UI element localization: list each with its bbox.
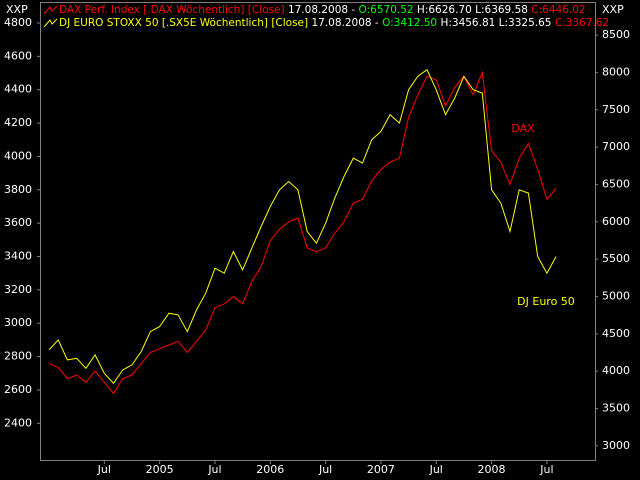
x-tick-label: 2005	[146, 463, 174, 476]
y-tick-label: 4000	[4, 149, 32, 162]
y-tick-label: 3400	[4, 250, 32, 263]
legend-low: L:6369.58	[475, 4, 528, 16]
y-tick-label: 2600	[4, 383, 32, 396]
y2-tick-label: 7500	[602, 103, 630, 116]
legend-name: DJ EURO STOXX 50 [.SX5E Wöchentlich] [Cl…	[59, 17, 308, 29]
legend-close: C:6446.02	[531, 4, 585, 16]
legend-close: C:3367.62	[555, 17, 609, 29]
x-tick-label: Jul	[318, 463, 332, 476]
y-tick-label: 4600	[4, 49, 32, 62]
y-tick-label: 2800	[4, 350, 32, 363]
series-line	[48, 70, 557, 395]
y2-tick-label: 3500	[602, 401, 630, 414]
y2-tick-label: 4500	[602, 327, 630, 340]
y2-tick-label: 5000	[602, 289, 630, 302]
series-annotation: DAX	[511, 122, 535, 135]
legend-low: L:3325.65	[499, 17, 552, 29]
plot-frame	[40, 2, 596, 461]
y2-tick-label: 7000	[602, 140, 630, 153]
x-tick-label: Jul	[97, 463, 111, 476]
legend-high: H:6626.70	[417, 4, 472, 16]
y-tick-label: 4200	[4, 116, 32, 129]
y-tick-label: 2400	[4, 416, 32, 429]
legend-icon	[43, 5, 58, 15]
y-tick-label: 3800	[4, 183, 32, 196]
series-line	[48, 68, 557, 385]
y-tick-label: 3000	[4, 316, 32, 329]
legend-name: DAX Perf. Index [.DAX Wöchentlich] [Clos…	[59, 4, 285, 16]
y-tick-label: 4800	[4, 16, 32, 29]
y2-tick-label: 6500	[602, 177, 630, 190]
x-tick-label: Jul	[207, 463, 221, 476]
y2-tick-label: 4000	[602, 364, 630, 377]
x-tick-label: Jul	[539, 463, 553, 476]
y-tick-label: 3200	[4, 283, 32, 296]
x-tick-label: Jul	[429, 463, 443, 476]
y2-tick-label: 6000	[602, 215, 630, 228]
legend-icon	[43, 18, 58, 28]
x-tick-label: 2007	[367, 463, 395, 476]
y-unit: XXP	[6, 3, 28, 16]
x-tick-label: 2008	[478, 463, 506, 476]
y-tick-label: 4400	[4, 83, 32, 96]
legend-text: DAX Perf. Index [.DAX Wöchentlich] [Clos…	[59, 4, 586, 16]
y2-tick-label: 3000	[602, 439, 630, 452]
y2-tick-label: 8500	[602, 28, 630, 41]
y2-tick-label: 8000	[602, 65, 630, 78]
legend-date: 17.08.2008 -	[288, 4, 355, 16]
y2-tick-label: 5500	[602, 252, 630, 265]
y2-unit: XXP	[602, 3, 624, 16]
x-tick-label: 2006	[256, 463, 284, 476]
legend-open: O:6570.52	[359, 4, 414, 16]
y-tick-label: 3600	[4, 216, 32, 229]
legend-date: 17.08.2008 -	[311, 17, 378, 29]
legend-high: H:3456.81	[440, 17, 495, 29]
series-annotation: DJ Euro 50	[517, 295, 575, 308]
legend-text: DJ EURO STOXX 50 [.SX5E Wöchentlich] [Cl…	[59, 17, 609, 29]
legend-open: O:3412.50	[382, 17, 437, 29]
